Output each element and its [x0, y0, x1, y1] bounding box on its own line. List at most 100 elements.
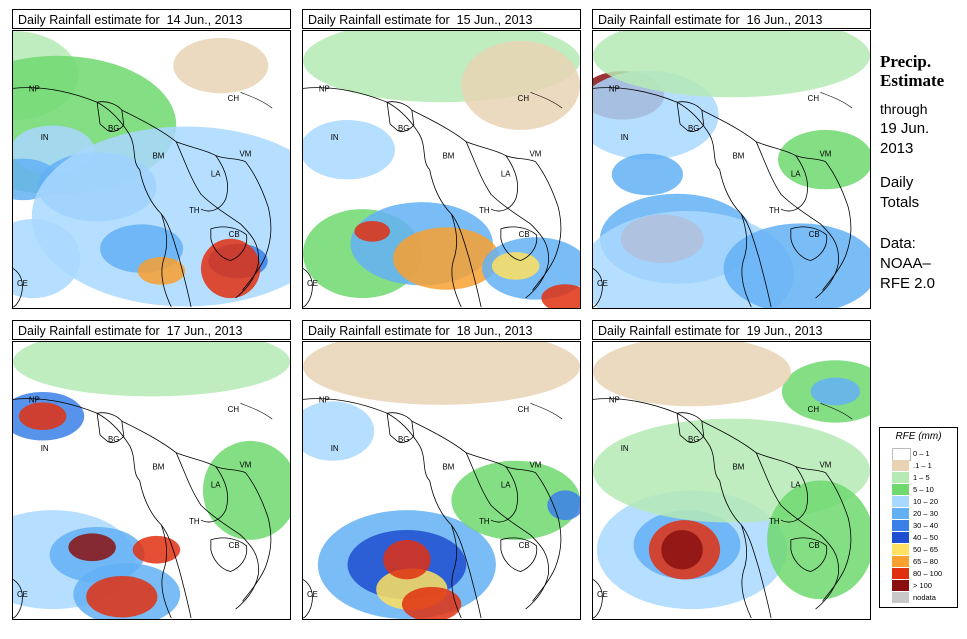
country-label: CE [307, 590, 318, 599]
country-label: BG [398, 435, 409, 444]
legend-swatch [892, 544, 909, 555]
country-label: BM [152, 152, 164, 161]
country-label: VM [530, 150, 542, 159]
country-label: NP [609, 84, 620, 93]
legend-label: 65 – 80 [913, 557, 939, 566]
country-label: CB [809, 230, 820, 239]
country-label: BG [398, 124, 409, 133]
data-source-block: Data: NOAA– RFE 2.0 [880, 234, 935, 294]
country-label: CB [519, 230, 530, 239]
country-label: LA [211, 169, 221, 178]
rainfall-map-panel: Daily Rainfall estimate for 17 Jun., 201… [12, 320, 291, 620]
country-label: NP [319, 395, 330, 404]
panel-title: Daily Rainfall estimate for 15 Jun., 201… [302, 9, 581, 29]
legend-label: 1 – 5 [913, 473, 930, 482]
country-label: IN [41, 133, 49, 142]
legend-swatch [892, 484, 909, 495]
country-label: BG [688, 435, 699, 444]
country-label: BG [108, 124, 119, 133]
legend-label: 5 – 10 [913, 485, 934, 494]
country-label: BM [732, 463, 744, 472]
legend-label: 20 – 30 [913, 509, 939, 518]
legend-label: 0 – 1 [913, 449, 930, 458]
date-line-1: 19 Jun. [880, 120, 930, 137]
legend-item: 50 – 65 [892, 544, 954, 555]
country-label: BM [442, 463, 454, 472]
country-label: TH [189, 517, 200, 526]
country-label: CB [229, 541, 240, 550]
country-label: CH [228, 94, 240, 103]
country-label: IN [621, 444, 629, 453]
legend-label: 30 – 40 [913, 521, 939, 530]
daily-line-1: Daily [880, 174, 914, 191]
through-date-block: through 19 Jun. 2013 [880, 99, 929, 159]
country-label: VM [820, 461, 832, 470]
legend-label: > 100 [913, 581, 932, 590]
country-label: CH [228, 405, 240, 414]
panel-title: Daily Rainfall estimate for 18 Jun., 201… [302, 320, 581, 340]
legend-item: nodata [892, 592, 954, 603]
country-label: CH [518, 405, 530, 414]
title-line-1: Precip. [880, 52, 932, 71]
legend-label: .1 – 1 [913, 461, 932, 470]
legend-item: 10 – 20 [892, 496, 954, 507]
legend-swatch [892, 460, 909, 471]
data-line-1: Data: [880, 235, 916, 252]
country-label: BM [442, 152, 454, 161]
daily-totals-block: Daily Totals [880, 173, 919, 213]
country-label: TH [479, 206, 490, 215]
through-label: through [880, 101, 928, 117]
country-label: IN [41, 444, 49, 453]
country-label: LA [791, 480, 801, 489]
legend-swatch [892, 580, 909, 591]
country-label: CB [229, 230, 240, 239]
rainfall-map-panel: Daily Rainfall estimate for 15 Jun., 201… [302, 9, 581, 309]
rainfall-map: NP CH IN BG BM VM LA TH CB CE [592, 341, 871, 620]
legend-item: 80 – 100 [892, 568, 954, 579]
panel-title: Daily Rainfall estimate for 19 Jun., 201… [592, 320, 871, 340]
country-label: LA [791, 169, 801, 178]
country-label: BG [688, 124, 699, 133]
country-label: LA [501, 169, 511, 178]
country-label: LA [501, 480, 511, 489]
rainfall-map: NP CH IN BG BM VM LA TH CB CE [12, 30, 291, 309]
country-label: IN [621, 133, 629, 142]
legend-item: .1 – 1 [892, 460, 954, 471]
legend-item: 30 – 40 [892, 520, 954, 531]
legend-label: 10 – 20 [913, 497, 939, 506]
country-label: NP [319, 84, 330, 93]
legend-label: 40 – 50 [913, 533, 939, 542]
panel-title: Daily Rainfall estimate for 16 Jun., 201… [592, 9, 871, 29]
legend-label: 50 – 65 [913, 545, 939, 554]
legend-item: 5 – 10 [892, 484, 954, 495]
country-label: CE [597, 279, 608, 288]
rainfall-map: NP CH IN BG BM VM LA TH CB CE [302, 30, 581, 309]
legend-item: 40 – 50 [892, 532, 954, 543]
country-label: VM [240, 461, 252, 470]
date-line-2: 2013 [880, 140, 914, 157]
legend-swatch [892, 472, 909, 483]
rainfall-map: NP CH IN BG BM VM LA TH CB CE [302, 341, 581, 620]
country-label: CB [519, 541, 530, 550]
legend-label: nodata [913, 593, 936, 602]
country-label: TH [769, 206, 780, 215]
rainfall-map-panel: Daily Rainfall estimate for 14 Jun., 201… [12, 9, 291, 309]
legend-swatch [892, 568, 909, 579]
data-line-3: RFE 2.0 [880, 275, 936, 292]
legend-swatch [892, 592, 909, 603]
title-line-2: Estimate [880, 71, 945, 90]
panel-title: Daily Rainfall estimate for 14 Jun., 201… [12, 9, 291, 29]
rainfall-map: NP CH IN BG BM VM LA TH CB CE [592, 30, 871, 309]
country-label: IN [331, 133, 339, 142]
country-label: TH [479, 517, 490, 526]
country-label: BG [108, 435, 119, 444]
country-label: VM [820, 150, 832, 159]
data-line-2: NOAA– [880, 255, 931, 272]
rainfall-map-panel: Daily Rainfall estimate for 18 Jun., 201… [302, 320, 581, 620]
legend-item: > 100 [892, 580, 954, 591]
precip-estimate-title: Precip. Estimate [880, 52, 944, 90]
legend-item: 20 – 30 [892, 508, 954, 519]
daily-line-2: Totals [880, 194, 920, 211]
country-label: VM [240, 150, 252, 159]
country-label: IN [331, 444, 339, 453]
